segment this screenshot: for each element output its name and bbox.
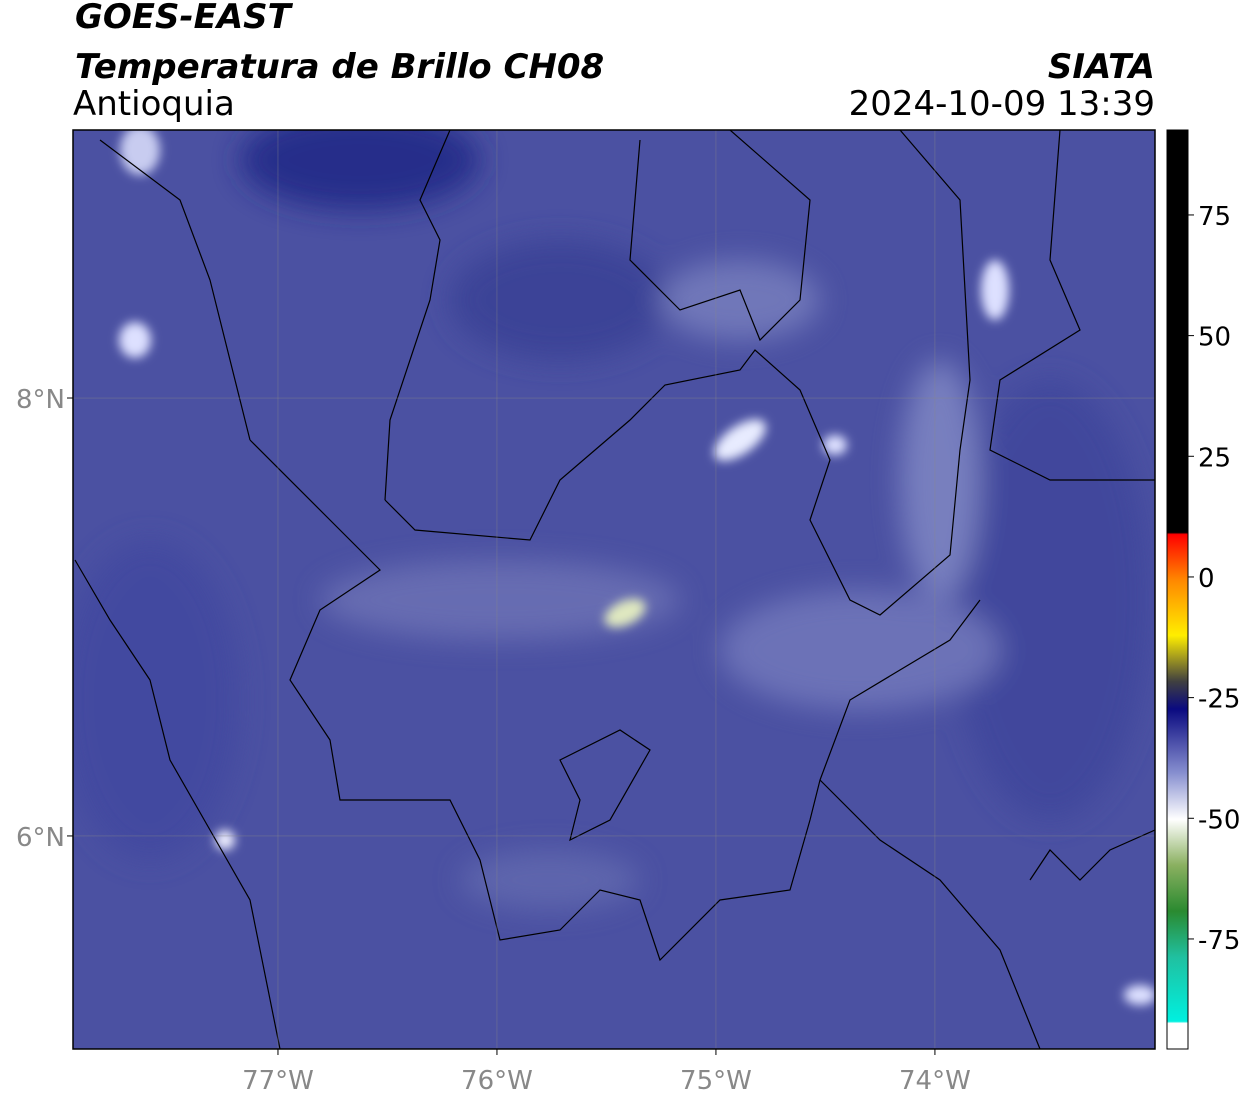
x-tick-label: 75°W xyxy=(680,1066,752,1096)
map-frame xyxy=(72,129,1156,1050)
region-title: Antioquia xyxy=(73,84,235,124)
product-title: Temperatura de Brillo CH08 xyxy=(75,47,604,87)
timestamp: 2024-10-09 13:39 xyxy=(849,84,1155,124)
colorbar-tick-label: -25 xyxy=(1198,685,1240,715)
colorbar xyxy=(1166,129,1189,1050)
x-tick-label: 76°W xyxy=(461,1066,533,1096)
x-tick-label: 74°W xyxy=(899,1066,971,1096)
x-tick-label: 77°W xyxy=(242,1066,314,1096)
colorbar-tick-label: -75 xyxy=(1198,926,1240,956)
colorbar-tick-label: 50 xyxy=(1198,323,1231,353)
colorbar-tick-label: 75 xyxy=(1198,202,1231,232)
y-tick-label: 8°N xyxy=(16,385,65,415)
colorbar-tick-label: -50 xyxy=(1198,805,1240,835)
grid xyxy=(73,130,1155,1049)
colorbar-tick-label: 25 xyxy=(1198,443,1231,473)
y-tick-label: 6°N xyxy=(16,823,65,853)
map-field xyxy=(73,130,1155,1049)
colorbar-tick-label: 0 xyxy=(1198,564,1215,594)
source-title: SIATA xyxy=(1048,47,1155,87)
satellite-title: GOES-EAST xyxy=(75,0,294,37)
